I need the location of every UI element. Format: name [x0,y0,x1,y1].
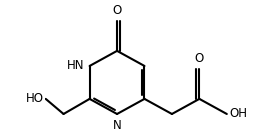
Text: HO: HO [26,92,44,105]
Text: N: N [113,120,121,132]
Text: HN: HN [67,59,84,72]
Text: O: O [112,4,122,17]
Text: O: O [195,52,204,65]
Text: OH: OH [230,108,247,120]
